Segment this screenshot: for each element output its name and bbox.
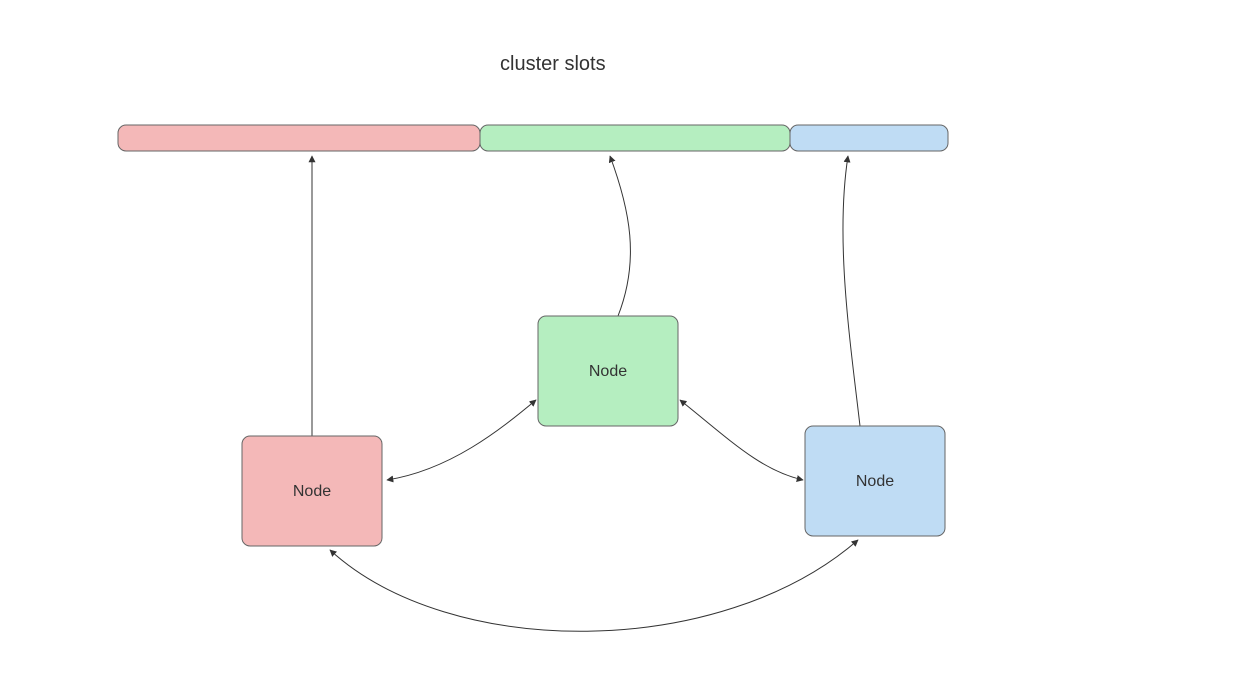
node-green: Node xyxy=(538,316,678,426)
node-blue: Node xyxy=(805,426,945,536)
slot-pink xyxy=(118,125,480,151)
node-blue-label: Node xyxy=(856,473,894,490)
edge-pink-blue xyxy=(330,540,858,631)
diagram-title: cluster slots xyxy=(500,53,606,75)
slot-green xyxy=(480,125,790,151)
diagram-canvas: cluster slots Node Node Node xyxy=(0,0,1236,698)
node-pink: Node xyxy=(242,436,382,546)
cluster-slots-bar xyxy=(118,125,948,151)
edge-green-blue xyxy=(680,400,803,480)
node-green-label: Node xyxy=(589,363,627,380)
edge-pink-green xyxy=(387,400,536,480)
nodes-group: Node Node Node xyxy=(242,316,945,546)
edge-green-up xyxy=(610,156,630,316)
edge-blue-up xyxy=(843,156,860,426)
node-pink-label: Node xyxy=(293,483,331,500)
slot-blue xyxy=(790,125,948,151)
